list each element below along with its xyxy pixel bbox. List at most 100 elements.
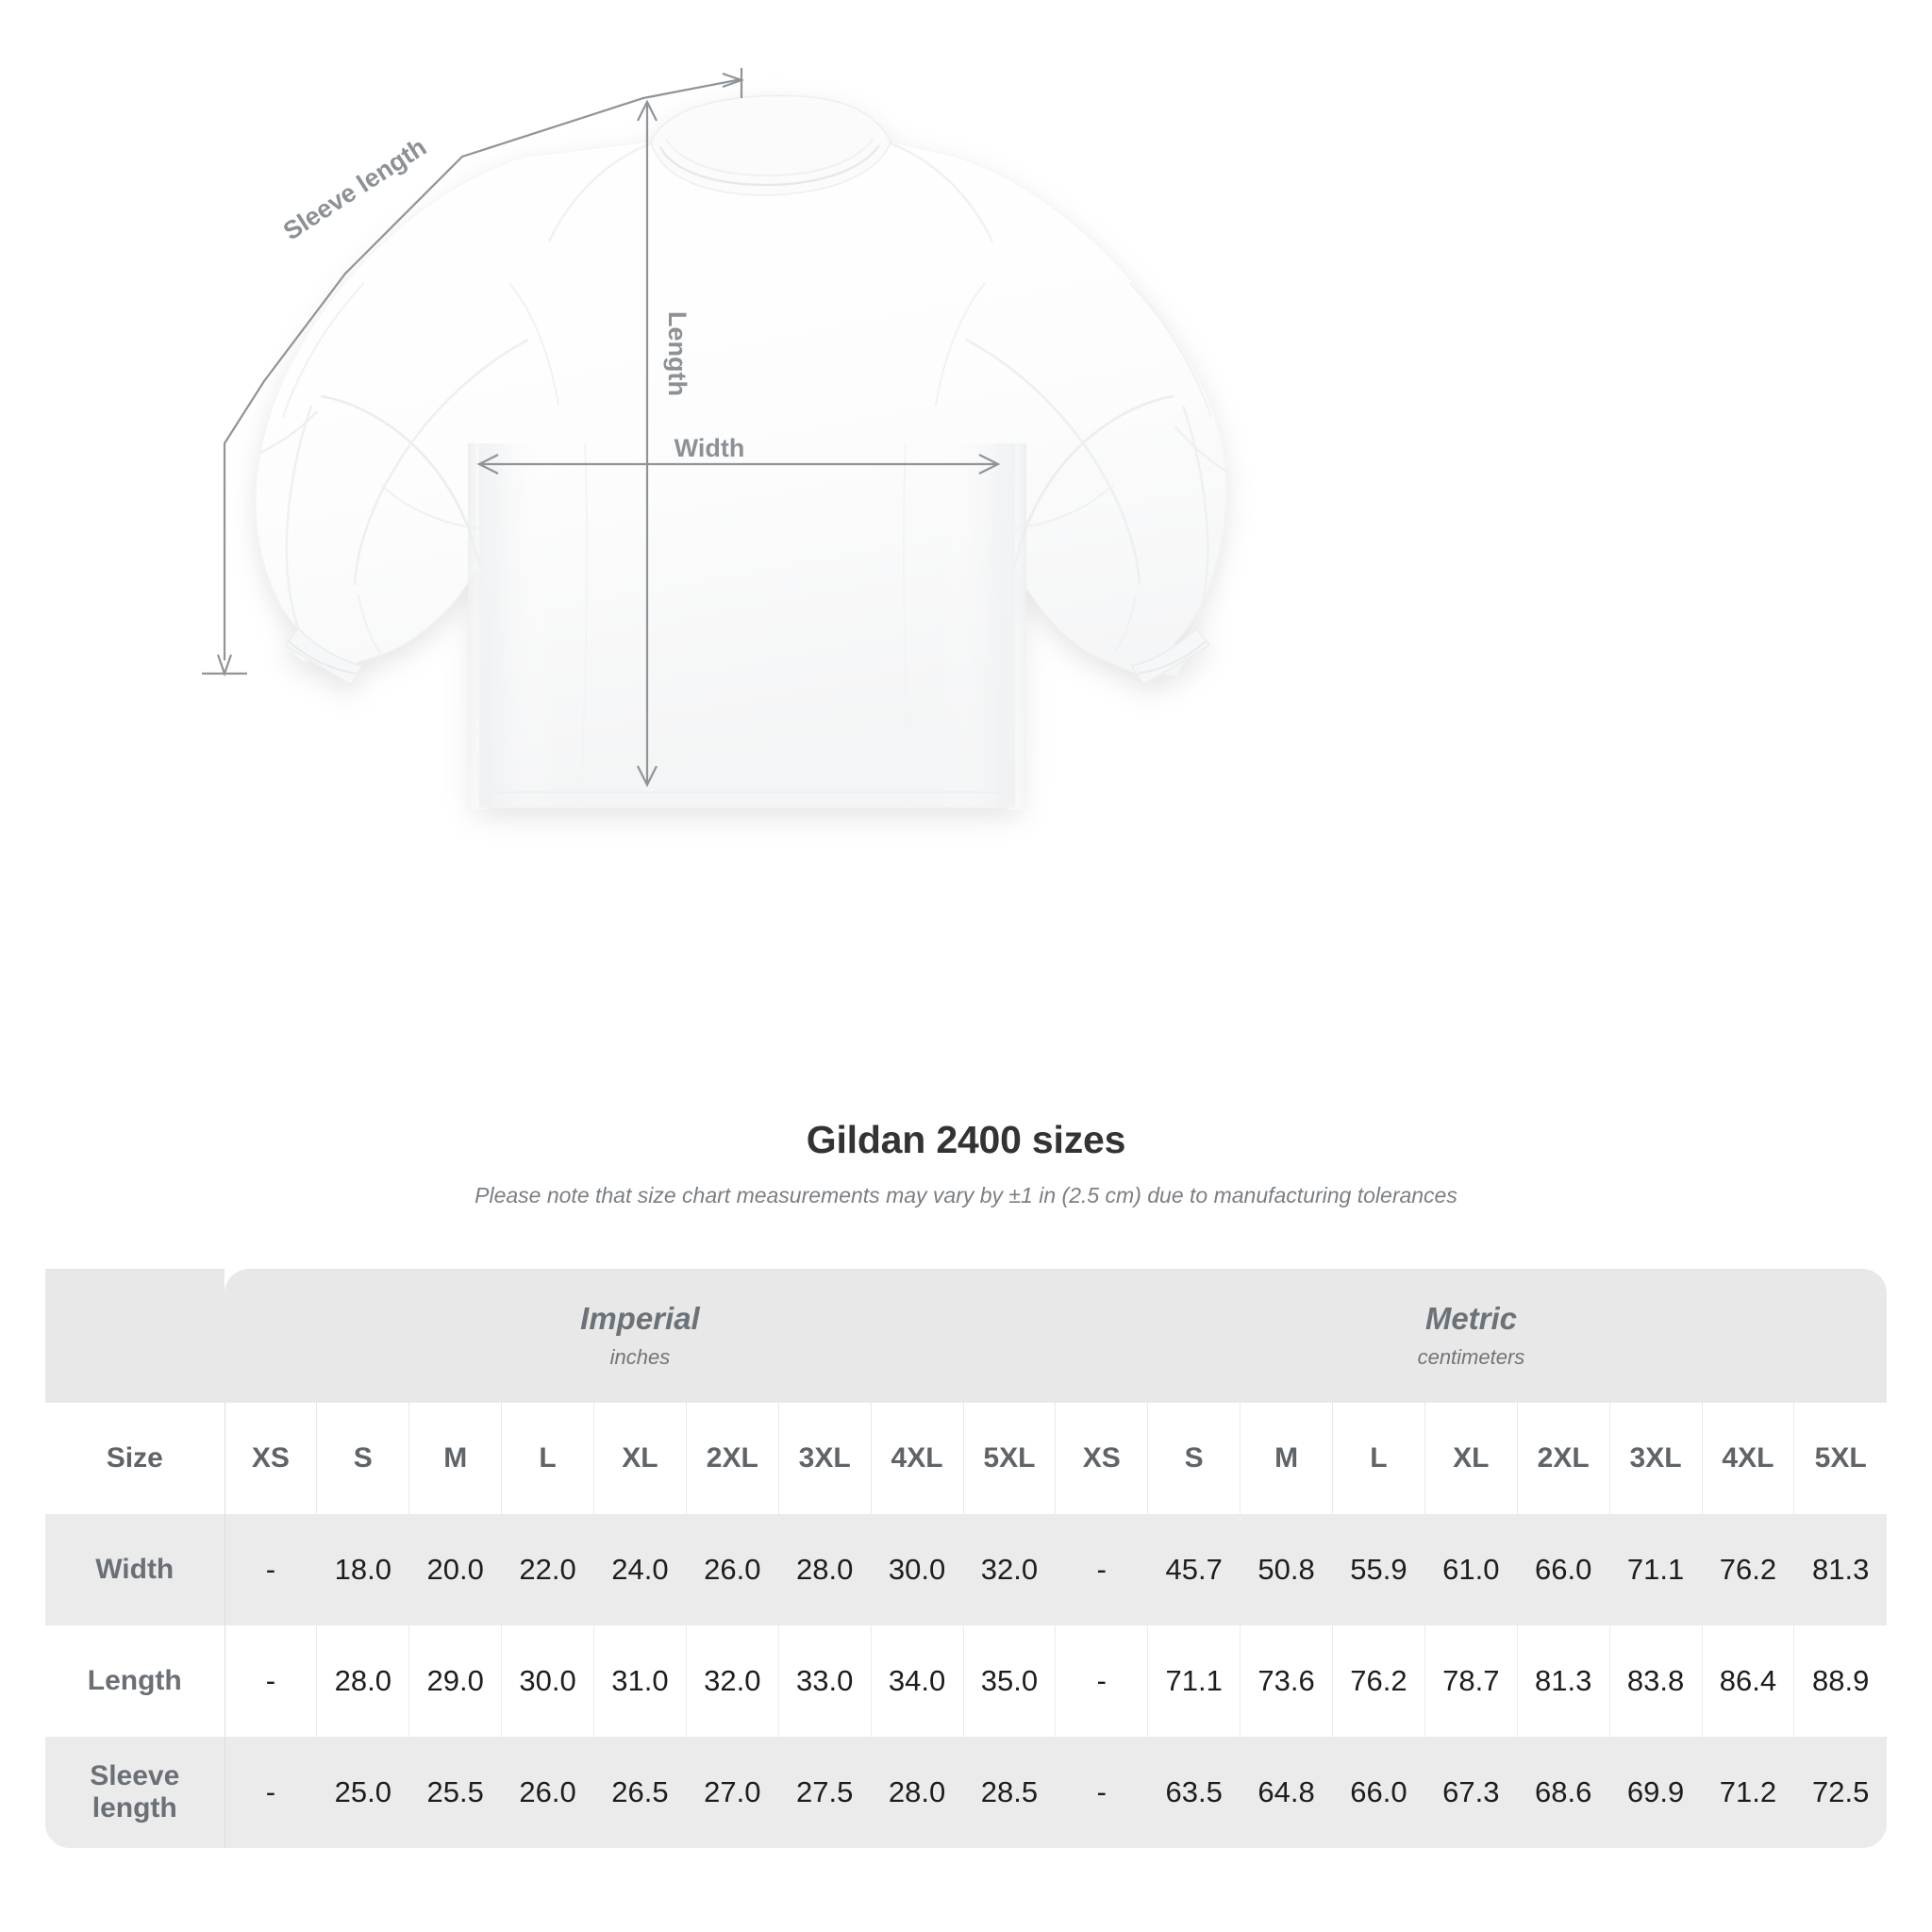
- size-header-imperial-xl: XL: [593, 1403, 687, 1514]
- length-arrow-bottom: [637, 765, 658, 788]
- sleeve-length-label: Sleeve length: [278, 132, 431, 245]
- title-block: Gildan 2400 sizes Please note that size …: [0, 1118, 1932, 1208]
- cell-metric-length-xs: -: [1055, 1625, 1149, 1737]
- cell-imperial-length-5xl: 35.0: [963, 1625, 1057, 1737]
- size-header-imperial-m: M: [408, 1403, 503, 1514]
- cell-metric-width-3xl: 71.1: [1609, 1514, 1703, 1625]
- cell-imperial-sleeve-length-2xl: 27.0: [686, 1737, 779, 1848]
- cell-metric-width-xl: 61.0: [1424, 1514, 1518, 1625]
- size-header-metric-2xl: 2XL: [1517, 1403, 1610, 1514]
- cell-metric-length-5xl: 88.9: [1793, 1625, 1887, 1737]
- cell-imperial-width-xs: -: [225, 1514, 318, 1625]
- cell-metric-width-l: 55.9: [1332, 1514, 1425, 1625]
- cell-metric-length-2xl: 81.3: [1517, 1625, 1610, 1737]
- cell-imperial-width-s: 18.0: [316, 1514, 410, 1625]
- unit-name-imperial: Imperial: [580, 1300, 700, 1336]
- table-row: Sleeve length -25.0 25.5 26.0 26.5 27.0 27.5 28…: [45, 1737, 1887, 1848]
- cell-imperial-length-xs: -: [225, 1625, 318, 1737]
- cell-metric-length-3xl: 83.8: [1609, 1625, 1703, 1737]
- measurement-guides: [202, 68, 1001, 788]
- row-label-sleeve-length: Sleeve length: [45, 1737, 225, 1848]
- cell-metric-length-xl: 78.7: [1424, 1625, 1518, 1737]
- cell-metric-width-4xl: 76.2: [1702, 1514, 1795, 1625]
- row-label-width: Width: [45, 1514, 225, 1625]
- cell-imperial-width-m: 20.0: [408, 1514, 503, 1625]
- size-header-row: Size XS S M L XL 2XL 3XL 4XL 5XL XS S M L XL 2XL 3XL 4XL 5…: [45, 1403, 1887, 1514]
- cell-imperial-sleeve-length-s: 25.0: [316, 1737, 410, 1848]
- cell-imperial-width-xl: 24.0: [593, 1514, 687, 1625]
- table-row: Length -28.0 29.0 30.0 31.0 32.0 33.0 34.0 35.0-…: [45, 1625, 1887, 1737]
- size-header-metric-l: L: [1332, 1403, 1425, 1514]
- cell-metric-width-m: 50.8: [1240, 1514, 1333, 1625]
- unit-sub-metric: centimeters: [1417, 1345, 1525, 1370]
- size-header-imperial-l: L: [501, 1403, 594, 1514]
- size-header-metric-3xl: 3XL: [1609, 1403, 1703, 1514]
- cell-imperial-length-2xl: 32.0: [686, 1625, 779, 1737]
- cell-metric-sleeve-length-4xl: 71.2: [1702, 1737, 1795, 1848]
- table-row: Width -18.0 20.0 22.0 24.0 26.0 28.0 30.0 32.0-4…: [45, 1514, 1887, 1625]
- size-table-container: Imperial inches Metric centimeters Size XS S M L…: [45, 1269, 1887, 1848]
- size-header-imperial-xs: XS: [225, 1403, 318, 1514]
- cell-metric-sleeve-length-xs: -: [1055, 1737, 1149, 1848]
- cell-imperial-width-5xl: 32.0: [963, 1514, 1057, 1625]
- cell-imperial-length-xl: 31.0: [593, 1625, 687, 1737]
- size-header-imperial-s: S: [316, 1403, 410, 1514]
- cell-metric-sleeve-length-xl: 67.3: [1424, 1737, 1518, 1848]
- cell-imperial-sleeve-length-xl: 26.5: [593, 1737, 687, 1848]
- size-header-metric-5xl: 5XL: [1793, 1403, 1887, 1514]
- cell-imperial-length-m: 29.0: [408, 1625, 503, 1737]
- cell-imperial-sleeve-length-xs: -: [225, 1737, 318, 1848]
- cell-imperial-sleeve-length-l: 26.0: [501, 1737, 594, 1848]
- unit-sub-imperial: inches: [609, 1345, 671, 1370]
- size-header-imperial-4xl: 4XL: [871, 1403, 964, 1514]
- size-header-imperial-5xl: 5XL: [963, 1403, 1057, 1514]
- cell-metric-width-2xl: 66.0: [1517, 1514, 1610, 1625]
- cell-metric-sleeve-length-s: 63.5: [1147, 1737, 1241, 1848]
- garment-illustration: Sleeve length Length Width: [202, 68, 1227, 809]
- page-title: Gildan 2400 sizes: [806, 1118, 1126, 1161]
- shirt-shape: [255, 94, 1227, 809]
- garment-diagram: Sleeve length Length Width: [202, 68, 1227, 809]
- cell-imperial-width-2xl: 26.0: [686, 1514, 779, 1625]
- size-header-metric-xs: XS: [1055, 1403, 1149, 1514]
- size-header-metric-xl: XL: [1424, 1403, 1518, 1514]
- size-header-label: Size: [45, 1403, 225, 1514]
- cell-imperial-length-4xl: 34.0: [871, 1625, 964, 1737]
- cell-metric-length-4xl: 86.4: [1702, 1625, 1795, 1737]
- unit-name-metric: Metric: [1424, 1300, 1518, 1336]
- cell-metric-sleeve-length-2xl: 68.6: [1517, 1737, 1610, 1848]
- sleeve-length-guide: [223, 77, 742, 660]
- cell-imperial-width-l: 22.0: [501, 1514, 594, 1625]
- cell-imperial-width-4xl: 30.0: [871, 1514, 964, 1625]
- cell-metric-sleeve-length-3xl: 69.9: [1609, 1737, 1703, 1848]
- cell-imperial-length-l: 30.0: [501, 1625, 594, 1737]
- unit-header-row: Imperial inches Metric centimeters: [45, 1269, 1887, 1403]
- size-header-imperial-3xl: 3XL: [778, 1403, 872, 1514]
- cell-metric-length-m: 73.6: [1240, 1625, 1333, 1737]
- cell-metric-sleeve-length-m: 64.8: [1240, 1737, 1333, 1848]
- row-label-length: Length: [45, 1625, 225, 1737]
- sleeve-guide-arrow-top: [722, 72, 745, 89]
- cell-metric-length-l: 76.2: [1332, 1625, 1425, 1737]
- tolerance-note: Please note that size chart measurements…: [475, 1183, 1457, 1208]
- unit-header-imperial: Imperial inches: [225, 1269, 1056, 1403]
- cell-imperial-sleeve-length-4xl: 28.0: [871, 1737, 964, 1848]
- cell-metric-width-5xl: 81.3: [1793, 1514, 1887, 1625]
- length-arrow-top: [637, 99, 658, 122]
- cell-metric-sleeve-length-5xl: 72.5: [1793, 1737, 1887, 1848]
- cell-imperial-width-3xl: 28.0: [778, 1514, 872, 1625]
- cell-imperial-sleeve-length-m: 25.5: [408, 1737, 503, 1848]
- width-arrow-left: [476, 454, 499, 475]
- cell-imperial-length-3xl: 33.0: [778, 1625, 872, 1737]
- width-arrow-right: [978, 454, 1001, 475]
- cell-metric-width-xs: -: [1055, 1514, 1149, 1625]
- cell-imperial-sleeve-length-5xl: 28.5: [963, 1737, 1057, 1848]
- unit-header-metric: Metric centimeters: [1055, 1269, 1887, 1403]
- width-label: Width: [675, 434, 745, 462]
- length-label: Length: [663, 311, 691, 396]
- size-header-metric-s: S: [1147, 1403, 1241, 1514]
- sleeve-guide-arrow-bottom: [216, 654, 233, 677]
- size-header-metric-m: M: [1240, 1403, 1333, 1514]
- size-header-metric-4xl: 4XL: [1702, 1403, 1795, 1514]
